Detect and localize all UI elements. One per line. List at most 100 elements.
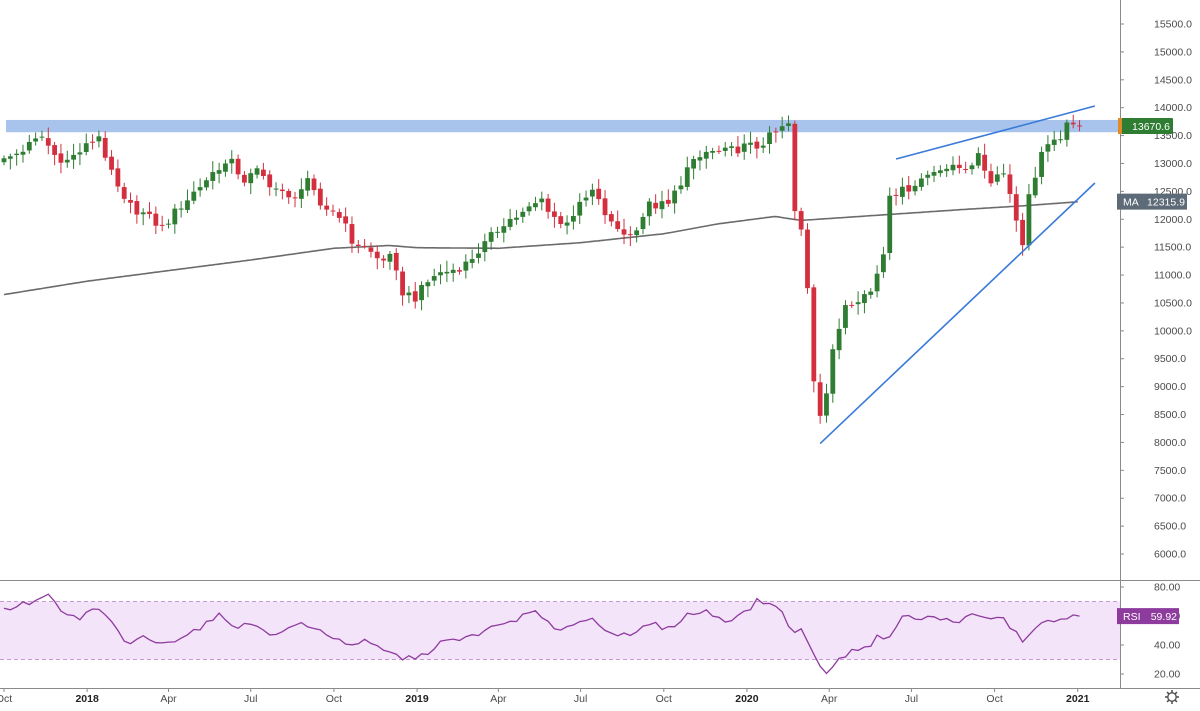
price-tick-label: 11000.0: [1154, 270, 1191, 282]
candle-body: [741, 143, 747, 152]
candle: [703, 145, 709, 169]
candle: [147, 202, 152, 219]
resistance-zone-layer: [6, 119, 1148, 133]
candle: [501, 218, 507, 243]
candle: [741, 134, 747, 160]
candle: [52, 141, 58, 166]
candle-body: [450, 269, 456, 273]
candle-body: [153, 213, 159, 226]
candle: [457, 267, 462, 275]
candle-body: [937, 170, 943, 174]
candle-body: [703, 151, 709, 159]
candle-body: [242, 174, 247, 183]
candle: [760, 137, 766, 154]
candle: [45, 127, 51, 155]
candle-body: [792, 123, 798, 212]
candle: [159, 215, 165, 232]
candle-body: [463, 261, 469, 271]
candle-body: [349, 224, 355, 244]
candle: [115, 159, 121, 193]
candle: [476, 243, 481, 264]
candle: [729, 142, 734, 157]
candle: [298, 178, 304, 208]
price-tick-label: 6500.0: [1154, 521, 1186, 533]
candle: [824, 383, 829, 423]
candle-body: [982, 154, 988, 171]
candle: [621, 218, 627, 245]
rsi-tick-label: 20.00: [1154, 669, 1180, 681]
candle-body: [571, 215, 576, 222]
candle-body: [931, 172, 937, 176]
candle-body: [400, 271, 405, 296]
candle-body: [786, 123, 791, 126]
candle-body: [343, 216, 349, 224]
candle: [121, 182, 127, 204]
candle: [526, 201, 532, 216]
candle: [798, 207, 804, 237]
candle-body: [773, 131, 779, 133]
candle-body: [514, 217, 519, 220]
candle-body: [102, 137, 108, 158]
candle: [140, 208, 146, 226]
candle-body: [1026, 194, 1032, 246]
candle: [393, 248, 399, 281]
candle-body: [20, 151, 26, 155]
candle-body: [678, 185, 684, 190]
candle: [109, 150, 114, 175]
candle: [944, 164, 950, 177]
candle-body: [564, 222, 570, 226]
candle-body: [166, 223, 171, 225]
candle: [229, 150, 235, 174]
candle: [931, 165, 937, 182]
candle: [1070, 114, 1076, 129]
candle-body: [457, 270, 462, 272]
resistance-zone: [6, 119, 1148, 133]
time-tick-label: Oct: [0, 693, 12, 705]
candle: [64, 150, 70, 168]
candle: [317, 182, 323, 210]
candle: [552, 202, 557, 228]
candle: [779, 116, 785, 139]
candle: [735, 136, 741, 158]
candle-body: [279, 189, 285, 192]
candle: [210, 161, 216, 190]
candle-body: [596, 188, 602, 200]
candle: [185, 189, 190, 214]
candle: [368, 242, 374, 258]
price-tick-label: 13000.0: [1154, 158, 1192, 170]
candle-body: [128, 200, 133, 203]
resistance-trendline: [895, 105, 1096, 160]
candle-body: [748, 142, 753, 145]
candle: [817, 373, 823, 424]
candle-body: [286, 190, 292, 198]
candle: [691, 155, 697, 180]
moving-average-line: [3, 201, 1078, 296]
candle-body: [273, 188, 279, 190]
candle: [805, 223, 810, 294]
candle-body: [855, 302, 861, 305]
trendlines-layer: [819, 105, 1096, 445]
settings-gear-icon[interactable]: [1165, 690, 1179, 704]
candle-body: [7, 156, 13, 159]
candle: [166, 219, 171, 229]
candle: [71, 143, 76, 169]
candle-body: [653, 202, 659, 209]
candle-body: [646, 201, 652, 217]
candle: [412, 282, 418, 309]
rsi-tag-value: 59.92: [1151, 611, 1177, 623]
price-tick-label: 12000.0: [1154, 214, 1192, 226]
candle-body: [431, 276, 437, 281]
candle-body: [672, 190, 678, 204]
candle-body: [602, 198, 608, 216]
candle-body: [419, 285, 424, 301]
candle: [571, 205, 576, 230]
candle-body: [121, 187, 127, 199]
candle: [697, 150, 703, 171]
candle-body: [1064, 122, 1070, 140]
candle-body: [147, 211, 152, 214]
candle-body: [754, 141, 760, 149]
candle: [1077, 120, 1082, 132]
candle: [545, 193, 551, 219]
